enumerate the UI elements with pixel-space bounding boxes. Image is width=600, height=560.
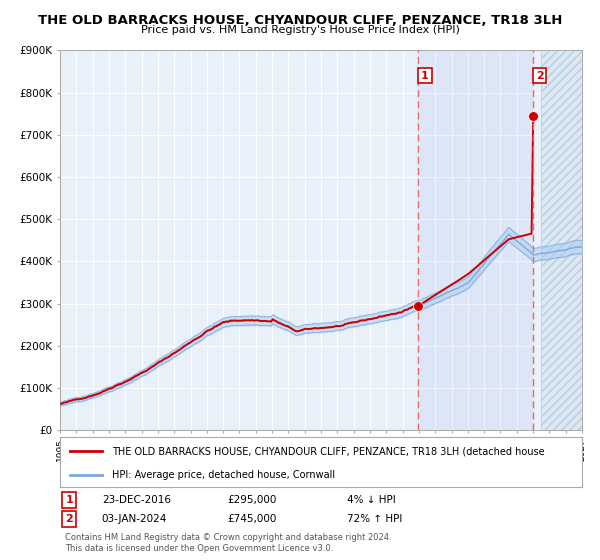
Text: 23-DEC-2016: 23-DEC-2016 xyxy=(102,495,171,505)
Bar xyxy=(418,50,533,430)
Bar xyxy=(541,50,582,430)
Text: THE OLD BARRACKS HOUSE, CHYANDOUR CLIFF, PENZANCE, TR18 3LH: THE OLD BARRACKS HOUSE, CHYANDOUR CLIFF,… xyxy=(38,14,562,27)
Text: 72% ↑ HPI: 72% ↑ HPI xyxy=(347,514,403,524)
Text: 4% ↓ HPI: 4% ↓ HPI xyxy=(347,495,396,505)
Bar xyxy=(541,50,582,430)
Text: 03-JAN-2024: 03-JAN-2024 xyxy=(102,514,167,524)
Text: 2: 2 xyxy=(536,71,544,81)
Text: £295,000: £295,000 xyxy=(227,495,277,505)
Text: Price paid vs. HM Land Registry's House Price Index (HPI): Price paid vs. HM Land Registry's House … xyxy=(140,25,460,35)
Text: £745,000: £745,000 xyxy=(227,514,277,524)
Text: Contains HM Land Registry data © Crown copyright and database right 2024.
This d: Contains HM Land Registry data © Crown c… xyxy=(65,533,392,553)
Text: THE OLD BARRACKS HOUSE, CHYANDOUR CLIFF, PENZANCE, TR18 3LH (detached house: THE OLD BARRACKS HOUSE, CHYANDOUR CLIFF,… xyxy=(112,446,545,456)
Text: 1: 1 xyxy=(65,495,73,505)
Text: HPI: Average price, detached house, Cornwall: HPI: Average price, detached house, Corn… xyxy=(112,470,335,479)
Text: 1: 1 xyxy=(421,71,429,81)
Text: 2: 2 xyxy=(65,514,73,524)
